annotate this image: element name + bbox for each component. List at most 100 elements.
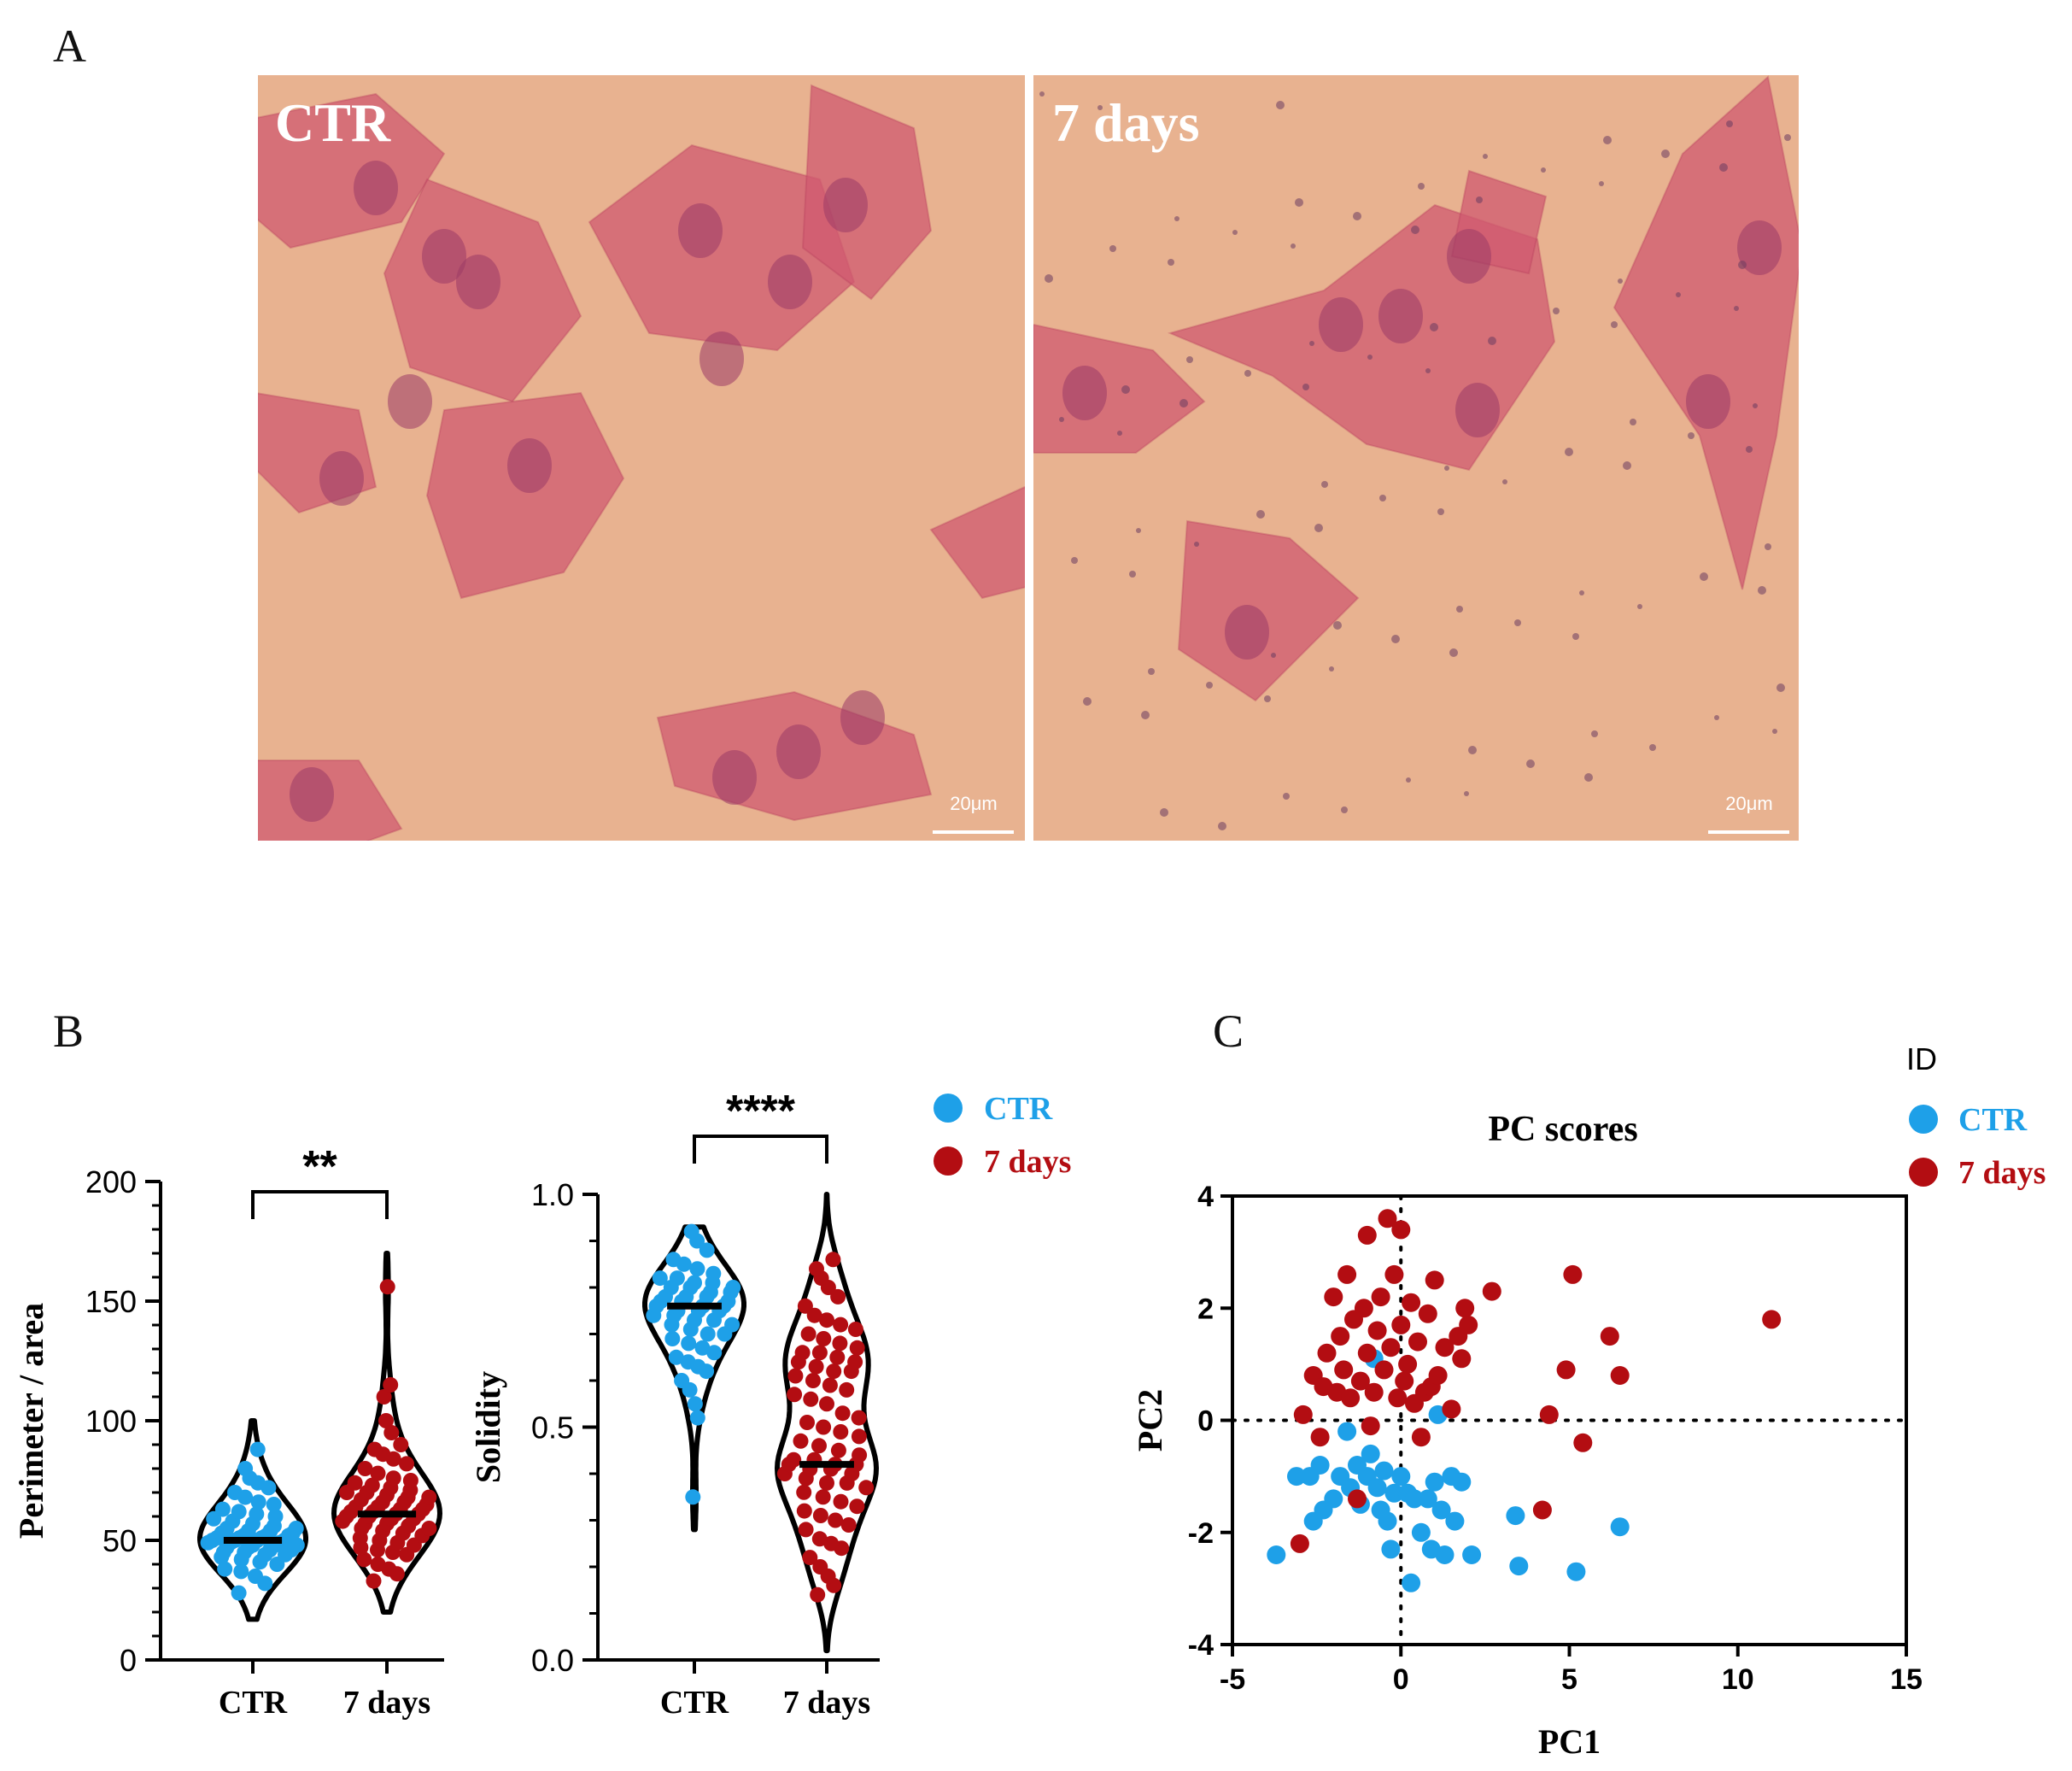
violin-outline-ctr xyxy=(197,1418,308,1622)
debris-dot xyxy=(1256,510,1265,519)
data-point xyxy=(829,1349,846,1365)
data-point xyxy=(217,1561,233,1577)
scatter-point-7days xyxy=(1364,1382,1384,1402)
scatter-point-ctr xyxy=(1405,1489,1424,1509)
panel-letter-c: C xyxy=(1213,1006,1244,1057)
debris-dot xyxy=(1623,461,1631,470)
data-point xyxy=(787,1387,803,1403)
debris-dot xyxy=(1059,417,1064,422)
debris-dot xyxy=(1444,466,1449,471)
data-point xyxy=(822,1377,838,1393)
scatter-point-7days xyxy=(1384,1264,1404,1284)
debris-dot xyxy=(1117,431,1122,436)
data-point xyxy=(385,1470,401,1487)
scatter-point-ctr xyxy=(1381,1539,1401,1559)
y-tick-label: -4 xyxy=(1188,1629,1214,1662)
data-point xyxy=(249,1441,266,1457)
legend-marker-7days xyxy=(1909,1158,1938,1187)
cell-shape xyxy=(1033,323,1206,454)
violin-chart-solidity: 0.0 0.5 1.0 Solidity CTR 7 days **** xyxy=(469,1087,880,1721)
cell-nucleus xyxy=(319,451,364,506)
debris-dot xyxy=(1719,163,1728,172)
scalebar-label-ctr: 20μm xyxy=(950,793,997,814)
scatter-point-ctr xyxy=(1431,1500,1451,1520)
cell-nucleus xyxy=(422,229,466,284)
data-point xyxy=(665,1252,682,1268)
x-tick-label: 5 xyxy=(1561,1663,1577,1696)
debris-dot xyxy=(1156,119,1161,124)
data-point xyxy=(421,1489,437,1505)
scatter-point-ctr xyxy=(1391,1467,1411,1487)
y-tick-label: 1.0 xyxy=(531,1177,574,1212)
scatter-point-7days xyxy=(1459,1315,1478,1334)
data-point xyxy=(699,1242,715,1258)
scatter-point-7days xyxy=(1425,1270,1444,1290)
legend-marker-ctr xyxy=(934,1094,963,1123)
debris-dot xyxy=(1179,399,1188,408)
data-point xyxy=(267,1509,284,1524)
debris-dot xyxy=(1333,621,1342,630)
scatter-point-ctr xyxy=(1378,1511,1397,1531)
debris-dot xyxy=(1630,419,1636,425)
debris-dot xyxy=(1753,403,1758,408)
debris-dot xyxy=(1321,481,1328,488)
scatter-point-7days xyxy=(1398,1354,1418,1374)
debris-dot xyxy=(1186,356,1193,363)
debris-dot xyxy=(1765,543,1771,550)
debris-dot xyxy=(1206,682,1213,689)
cell-nucleus xyxy=(1225,605,1269,660)
data-point xyxy=(685,1489,701,1505)
scatter-point-7days xyxy=(1600,1327,1619,1346)
data-point xyxy=(370,1557,386,1572)
data-point xyxy=(798,1522,814,1538)
data-point xyxy=(799,1415,815,1430)
data-point xyxy=(383,1425,400,1440)
scatter-point-7days xyxy=(1367,1321,1387,1340)
debris-dot xyxy=(1514,619,1521,626)
debris-dot xyxy=(1295,198,1303,207)
debris-dot xyxy=(1276,101,1285,109)
debris-dot xyxy=(1714,715,1719,720)
debris-dot xyxy=(1502,479,1507,484)
scatter-point-ctr xyxy=(1411,1522,1431,1542)
debris-dot xyxy=(1784,134,1791,141)
data-point xyxy=(231,1585,247,1601)
scatter-point-7days xyxy=(1331,1327,1350,1346)
debris-dot xyxy=(1565,448,1573,456)
data-point xyxy=(787,1368,804,1384)
scatter-point-7days xyxy=(1442,1399,1461,1419)
x-axis-label: PC1 xyxy=(1538,1722,1601,1761)
debris-dot xyxy=(1483,154,1488,159)
scatter-point-ctr xyxy=(1374,1461,1394,1481)
debris-dot xyxy=(1353,212,1361,220)
data-point xyxy=(680,1354,696,1370)
data-point xyxy=(830,1442,846,1458)
panel-letter-b: B xyxy=(53,1006,84,1057)
legend-label-ctr: CTR xyxy=(984,1091,1053,1127)
data-point xyxy=(421,1521,437,1536)
debris-dot xyxy=(1045,274,1053,283)
debris-dot xyxy=(1676,292,1681,297)
significance-label: **** xyxy=(726,1087,796,1136)
data-point xyxy=(689,1410,705,1426)
scatter-point-7days xyxy=(1452,1349,1472,1369)
scatter-point-7days xyxy=(1293,1404,1313,1424)
data-point xyxy=(674,1373,690,1388)
debris-dot xyxy=(1406,777,1411,783)
scatter-point-7days xyxy=(1482,1281,1501,1301)
legend-title: ID xyxy=(1906,1041,1937,1076)
debris-dot xyxy=(1174,216,1179,221)
data-point xyxy=(288,1521,304,1536)
data-point xyxy=(214,1501,231,1517)
scatter-point-ctr xyxy=(1462,1545,1482,1564)
data-point xyxy=(366,1441,383,1457)
data-point xyxy=(227,1485,243,1500)
data-point xyxy=(699,1326,716,1342)
debris-dot xyxy=(1526,759,1535,768)
debris-dot xyxy=(1541,167,1546,173)
data-point xyxy=(393,1437,409,1452)
y-axis-label: PC2 xyxy=(1131,1389,1169,1451)
scatter-point-7days xyxy=(1539,1404,1559,1424)
scatter-point-ctr xyxy=(1384,1483,1404,1503)
